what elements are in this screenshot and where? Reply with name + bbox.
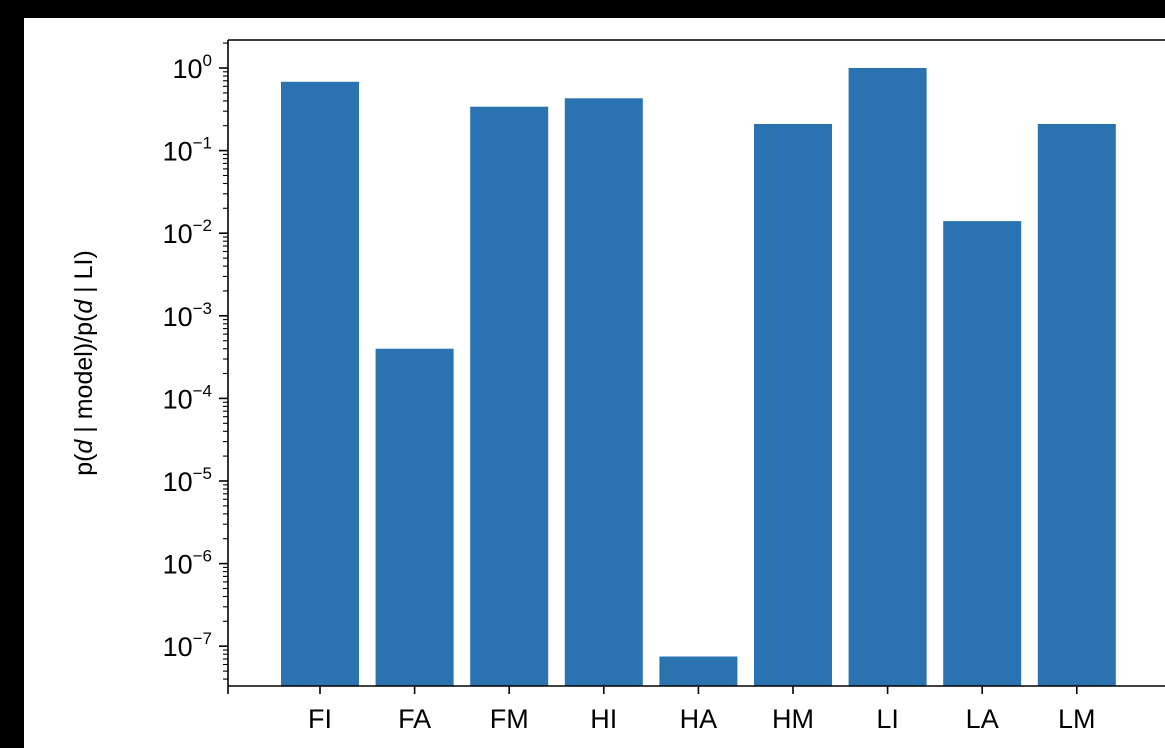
x-tick-label-fa: FA (398, 704, 431, 734)
bar-fm (470, 106, 549, 686)
bar-fa (375, 348, 454, 686)
y-tick-label: 10−3 (163, 299, 212, 332)
x-tick-label-hi: HI (590, 704, 617, 734)
y-tick-label: 100 (172, 51, 212, 84)
bar-li (848, 68, 927, 686)
y-tick-label: 10−7 (163, 629, 212, 662)
y-tick-label: 10−4 (163, 381, 212, 414)
bars-group (281, 68, 1116, 687)
y-axis-ticks: 100 10−1 10−2 10−3 10−4 10−5 10−6 10−7 (163, 42, 228, 680)
bar-fi (281, 81, 359, 687)
x-tick-label-ha: HA (680, 704, 718, 734)
y-tick-label: 10−2 (163, 216, 212, 249)
y-axis-label: p(d | model)/p(d | LI) (70, 250, 98, 476)
x-tick-label-hm: HM (772, 704, 814, 734)
x-tick-label-lm: LM (1058, 704, 1096, 734)
bar-la (943, 221, 1022, 686)
y-tick-label: 10−6 (163, 547, 212, 580)
x-tick-label-la: LA (966, 704, 999, 734)
y-tick-label: 10−5 (163, 464, 212, 497)
x-tick-label-fi: FI (308, 704, 332, 734)
bar-hi (564, 98, 643, 687)
y-tick-label: 10−1 (163, 134, 212, 167)
x-tick-label-fm: FM (490, 704, 529, 734)
bar-lm (1037, 124, 1116, 686)
bar-hm (754, 124, 832, 686)
bar-ha (659, 656, 738, 686)
x-axis-ticks: FI FA FM HI HA HM LI LA LM (227, 686, 1096, 734)
x-tick-label-li: LI (876, 704, 899, 734)
